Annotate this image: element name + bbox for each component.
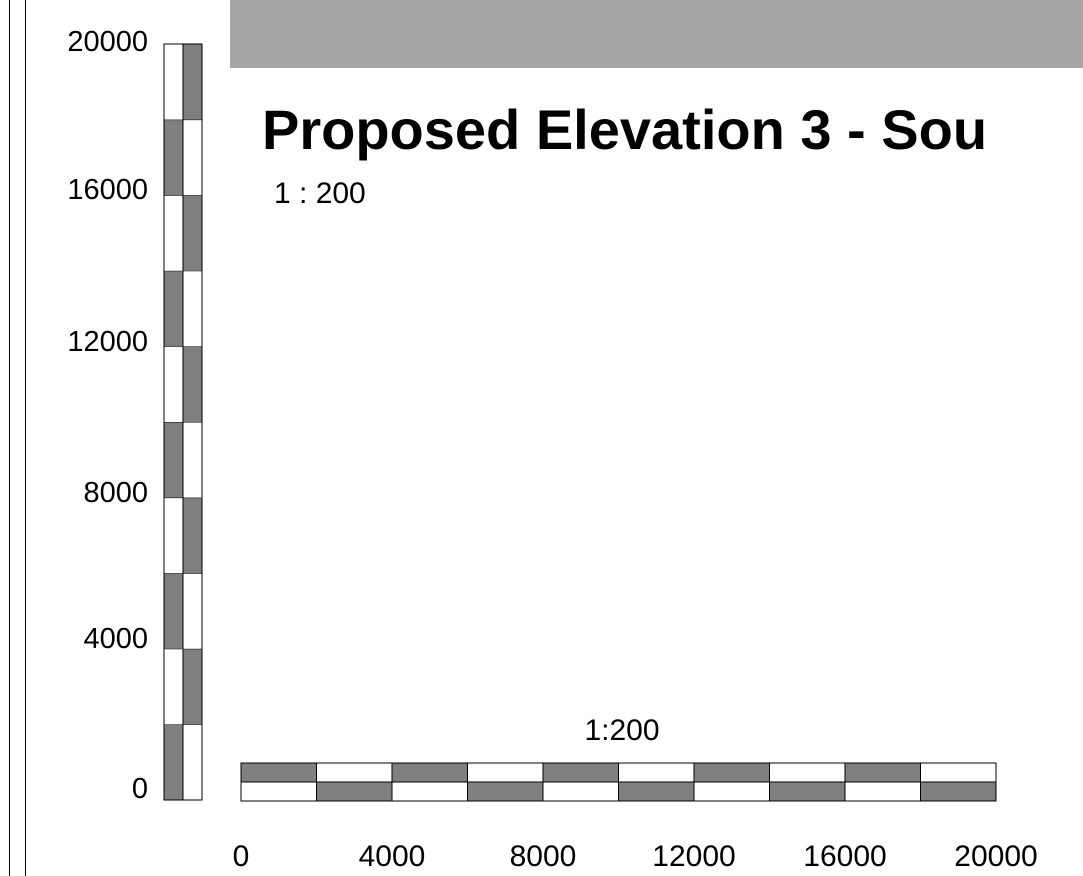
scale-segment xyxy=(392,763,468,782)
vertical-tick-label: 8000 xyxy=(83,477,148,509)
scale-segment xyxy=(183,44,202,120)
scale-segment xyxy=(543,782,619,801)
scale-segment xyxy=(392,782,468,801)
scale-segment xyxy=(543,763,619,782)
scale-segment xyxy=(694,782,770,801)
scale-segment xyxy=(164,724,183,800)
horizontal-scale-labels: 0 4000 8000 12000 16000 20000 xyxy=(233,840,1038,873)
scale-segment xyxy=(164,573,183,649)
vertical-tick-label: 12000 xyxy=(67,326,148,358)
horizontal-scale-bar xyxy=(240,762,997,802)
page-title: Proposed Elevation 3 - Sou xyxy=(262,98,987,161)
horizontal-tick-label: 8000 xyxy=(510,840,577,873)
scale-segment xyxy=(183,346,202,422)
vertical-tick-label: 20000 xyxy=(67,26,148,58)
scale-segment xyxy=(183,119,202,196)
title-banner xyxy=(230,0,1083,68)
scale-segment xyxy=(164,346,183,422)
scale-segment xyxy=(183,422,202,498)
scale-segment xyxy=(183,648,202,725)
horizontal-tick-label: 4000 xyxy=(359,840,426,873)
scale-segment xyxy=(769,782,845,801)
vertical-tick-label: 4000 xyxy=(83,623,148,655)
scale-segment xyxy=(183,724,202,800)
scale-segment xyxy=(845,782,921,801)
scale-segment xyxy=(164,195,183,271)
drawing-scale: 1 : 200 xyxy=(274,177,366,210)
scale-segment xyxy=(618,782,694,801)
scale-segment xyxy=(845,763,921,782)
scale-segment xyxy=(920,763,996,782)
scale-segment xyxy=(183,573,202,649)
scale-segment xyxy=(164,648,183,725)
scale-segment xyxy=(164,44,183,120)
scale-segment xyxy=(316,763,392,782)
scale-segment xyxy=(618,763,694,782)
scale-segment xyxy=(241,782,317,801)
scale-segment xyxy=(467,763,543,782)
vertical-scale-bar xyxy=(163,43,203,801)
scale-segment xyxy=(183,497,202,574)
scale-segment xyxy=(694,763,770,782)
vertical-tick-label: 0 xyxy=(132,773,148,805)
scale-segment xyxy=(183,270,202,347)
scale-segment xyxy=(467,782,543,801)
horizontal-tick-label: 16000 xyxy=(803,840,886,873)
scale-segment xyxy=(164,422,183,498)
horizontal-tick-label: 12000 xyxy=(652,840,735,873)
horizontal-scale-label: 1:200 xyxy=(584,714,659,747)
scale-segment xyxy=(920,782,996,801)
horizontal-tick-label: 20000 xyxy=(954,840,1037,873)
scale-segment xyxy=(164,497,183,574)
vertical-tick-label: 16000 xyxy=(67,174,148,206)
scale-segment xyxy=(164,119,183,196)
scale-segment xyxy=(316,782,392,801)
scale-segment xyxy=(164,270,183,347)
scale-segment xyxy=(183,195,202,271)
horizontal-tick-label: 0 xyxy=(233,840,250,873)
scale-segment xyxy=(769,763,845,782)
vertical-scale-labels: 0 4000 8000 12000 16000 20000 xyxy=(67,26,148,805)
scale-segment xyxy=(241,763,317,782)
